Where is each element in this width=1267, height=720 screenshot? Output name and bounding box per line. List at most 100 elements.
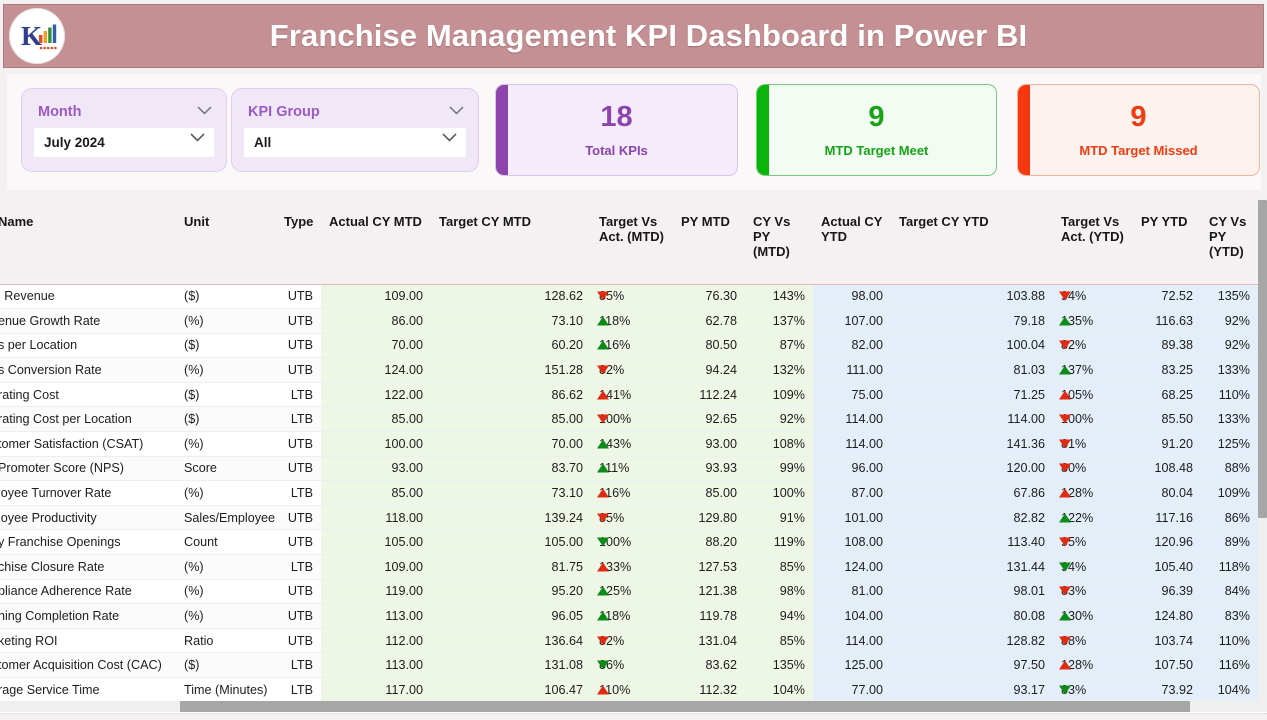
cell-cvp_ytd: 110% [1201, 382, 1258, 408]
cell-tgt_ytd: 79.18 [891, 308, 1053, 334]
cell-acy_ytd: 75.00 [813, 382, 891, 408]
arrow-down-icon [597, 365, 609, 375]
slicer-kpi-group-dropdown[interactable]: All [244, 128, 466, 157]
column-header-type[interactable]: Type [276, 200, 321, 285]
cell-tgt_mtd: 96.05 [431, 603, 591, 629]
cell-py_mtd: 127.53 [673, 554, 745, 580]
column-header-tva_mtd[interactable]: Target Vs Act. (MTD) [591, 200, 673, 285]
cell-unit: (%) [176, 603, 276, 629]
table-row[interactable]: loyee Turnover Rate (%) LTB 85.00 73.10 116% 8… [0, 480, 1258, 506]
table-row[interactable]: Promoter Score (NPS) Score UTB 93.00 83.70 11… [0, 456, 1258, 482]
cell-tva_mtd: 85% [591, 284, 673, 310]
chevron-down-icon[interactable] [449, 106, 464, 115]
table-row[interactable]: loyee Productivity Sales/Employee UTB 118.0… [0, 505, 1258, 531]
kpi-table-container[interactable]: Name Unit Type Actual CY MTD Target CY MTD Ta… [0, 200, 1267, 720]
table-row[interactable]: tomer Satisfaction (CSAT) (%) UTB 100.00 70.… [0, 431, 1258, 457]
kpi-card-mtd-target-missed[interactable]: 9 MTD Target Missed [1017, 84, 1260, 176]
cell-tva_ytd: 81% [1053, 431, 1133, 457]
cell-tgt_ytd: 97.50 [891, 652, 1053, 678]
cell-acy_ytd: 81.00 [813, 579, 891, 605]
cell-tgt_mtd: 73.10 [431, 308, 591, 334]
table-row[interactable]: chise Closure Rate (%) LTB 109.00 81.75 133% 1… [0, 554, 1258, 580]
table-row[interactable]: enue Growth Rate (%) UTB 86.00 73.10 118% 62.7… [0, 308, 1258, 334]
cell-tgt_mtd: 81.75 [431, 554, 591, 580]
svg-text:K: K [21, 21, 42, 51]
cell-tgt_ytd: 131.44 [891, 554, 1053, 580]
column-header-py_ytd[interactable]: PY YTD [1133, 200, 1201, 285]
column-header-tgt_ytd[interactable]: Target CY YTD [891, 200, 1053, 285]
cell-acy_ytd: 124.00 [813, 554, 891, 580]
slicer-kpi-group[interactable]: KPI Group All [231, 88, 479, 172]
slicer-month-dropdown[interactable]: July 2024 [34, 128, 214, 157]
table-row[interactable]: s per Location ($) UTB 70.00 60.20 116% 80.50 8… [0, 333, 1258, 359]
cell-cvp_mtd: 98% [745, 579, 813, 605]
column-header-acy_mtd[interactable]: Actual CY MTD [321, 200, 431, 285]
cell-acy_mtd: 124.00 [321, 357, 431, 383]
arrow-up-icon [597, 390, 609, 400]
table-row[interactable]: y Franchise Openings Count UTB 105.00 105.00… [0, 529, 1258, 556]
cell-cvp_ytd: 118% [1201, 554, 1258, 580]
kpi-card-total-kpis[interactable]: 18 Total KPIs [495, 84, 738, 176]
table-row[interactable]: tomer Acquisition Cost (CAC) ($) LTB 113.00… [0, 652, 1258, 678]
cell-py_mtd: 80.50 [673, 333, 745, 359]
column-header-tva_ytd[interactable]: Target Vs Act. (YTD) [1053, 200, 1133, 285]
column-header-tgt_mtd[interactable]: Target CY MTD [431, 200, 591, 285]
table-row[interactable]: pliance Adherence Rate (%) UTB 119.00 95.20 1… [0, 579, 1258, 605]
cell-cvp_mtd: 100% [745, 480, 813, 506]
table-row[interactable]: ning Completion Rate (%) UTB 113.00 96.05 118… [0, 603, 1258, 629]
cell-name: keting ROI [0, 628, 176, 654]
cell-cvp_ytd: 135% [1201, 284, 1258, 310]
column-header-unit[interactable]: Unit [176, 200, 276, 285]
cell-acy_ytd: 114.00 [813, 431, 891, 457]
kpi-card-mtd-target-meet[interactable]: 9 MTD Target Meet [756, 84, 997, 176]
table-row[interactable]: rating Cost ($) LTB 122.00 86.62 141% 112.24 10… [0, 382, 1258, 408]
column-header-py_mtd[interactable]: PY MTD [673, 200, 745, 285]
horizontal-scrollbar[interactable] [0, 701, 1267, 712]
cell-cvp_mtd: 104% [745, 677, 813, 703]
table-row[interactable]: s Conversion Rate (%) UTB 124.00 151.28 82% 94… [0, 357, 1258, 383]
cell-tva_mtd: 100% [591, 529, 673, 556]
slicer-month[interactable]: Month July 2024 [21, 88, 227, 172]
table-row[interactable]: keting ROI Ratio UTB 112.00 136.64 82% 131.04 8… [0, 628, 1258, 654]
cell-acy_mtd: 85.00 [321, 406, 431, 433]
horizontal-scrollbar-thumb[interactable] [180, 701, 1190, 712]
cell-type: LTB [276, 406, 321, 433]
cell-cvp_mtd: 94% [745, 603, 813, 629]
arrow-up-icon [1059, 316, 1071, 326]
column-header-name[interactable]: Name [0, 200, 176, 285]
cell-acy_ytd: 107.00 [813, 308, 891, 334]
cell-name: l Revenue [0, 284, 176, 310]
chevron-down-icon[interactable] [190, 133, 205, 142]
cell-type: LTB [276, 677, 321, 703]
vertical-scrollbar[interactable] [1258, 200, 1267, 702]
table-row[interactable]: l Revenue ($) UTB 109.00 128.62 85% 76.30 143% 9… [0, 284, 1258, 310]
column-header-acy_ytd[interactable]: Actual CY YTD [813, 200, 891, 285]
cell-name: tomer Satisfaction (CSAT) [0, 431, 176, 457]
kpi-card-total-kpis-label: Total KPIs [585, 142, 648, 158]
slicer-month-value: July 2024 [44, 135, 105, 150]
arrow-up-icon [1059, 488, 1071, 498]
cell-cvp_ytd: 84% [1201, 579, 1258, 605]
chevron-down-icon[interactable] [197, 106, 212, 115]
column-header-cvp_mtd[interactable]: CY Vs PY (MTD) [745, 200, 813, 285]
cell-tgt_ytd: 82.82 [891, 505, 1053, 531]
table-row[interactable]: rage Service Time Time (Minutes) LTB 117.00… [0, 677, 1258, 703]
page-bottom-edge [0, 713, 1267, 720]
cell-acy_ytd: 108.00 [813, 529, 891, 556]
cell-cvp_mtd: 92% [745, 406, 813, 433]
cell-tgt_ytd: 80.08 [891, 603, 1053, 629]
cell-acy_ytd: 114.00 [813, 628, 891, 654]
cell-py_ytd: 117.16 [1133, 505, 1201, 531]
cell-type: UTB [276, 333, 321, 359]
arrow-down-icon [1059, 636, 1071, 646]
table-row[interactable]: rating Cost per Location ($) LTB 85.00 85.00… [0, 406, 1258, 433]
cell-cvp_ytd: 92% [1201, 308, 1258, 334]
cell-tva_ytd: 137% [1053, 357, 1133, 383]
cell-unit: Time (Minutes) [176, 677, 276, 703]
vertical-scrollbar-thumb[interactable] [1258, 200, 1267, 518]
cell-tva_mtd: 82% [591, 357, 673, 383]
cell-py_ytd: 108.48 [1133, 456, 1201, 482]
cell-cvp_ytd: 116% [1201, 652, 1258, 678]
chevron-down-icon[interactable] [442, 133, 457, 142]
column-header-cvp_ytd[interactable]: CY Vs PY (YTD) [1201, 200, 1258, 285]
